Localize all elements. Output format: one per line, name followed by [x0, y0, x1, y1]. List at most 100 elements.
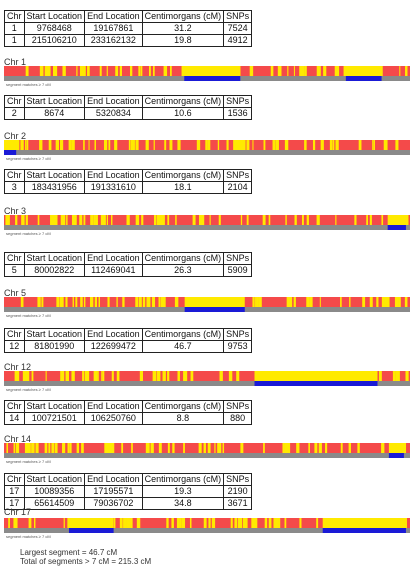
- snp-tick: [222, 443, 225, 453]
- snp-tick: [319, 443, 322, 453]
- snp-tick: [372, 140, 374, 150]
- cell-cm: 10.6: [141, 107, 225, 120]
- segment-table: Chr Start Location End Location Centimorgan…: [4, 328, 253, 353]
- column-header: Centimorgans (cM): [141, 400, 225, 413]
- snp-tick: [55, 140, 59, 150]
- snp-tick: [270, 66, 272, 76]
- snp-tick: [14, 371, 17, 381]
- snp-tick: [89, 297, 94, 307]
- snp-tick: [384, 140, 388, 150]
- cell-cm: 26.3: [141, 264, 225, 277]
- snp-tick: [244, 518, 248, 528]
- snp-tick: [111, 371, 114, 381]
- cell-chr: 1: [4, 34, 25, 47]
- snp-tick: [116, 371, 120, 381]
- snp-tick: [382, 297, 387, 307]
- snp-tick: [136, 518, 141, 528]
- snp-tick: [131, 443, 133, 453]
- cell-snps: 5909: [223, 264, 253, 277]
- snp-tick: [247, 215, 249, 225]
- snp-tick: [316, 518, 319, 528]
- snp-tick: [159, 443, 161, 453]
- snp-tick: [167, 443, 170, 453]
- snp-tick: [48, 443, 51, 453]
- snp-tick: [286, 443, 291, 453]
- snp-tick: [259, 297, 262, 307]
- snp-tick: [104, 443, 106, 453]
- column-header: SNPs: [223, 10, 253, 23]
- snp-tick: [316, 66, 320, 76]
- chromosome-bar-graphic: [4, 518, 410, 533]
- snp-tick: [237, 518, 241, 528]
- scale-caption: segment matches ≥ 7 cM: [6, 231, 51, 236]
- snp-tick: [282, 443, 285, 453]
- snp-tick: [66, 215, 68, 225]
- cell-snps: 9753: [223, 340, 253, 353]
- snp-tick: [248, 140, 250, 150]
- snp-tick: [385, 297, 390, 307]
- snp-tick: [8, 518, 10, 528]
- snp-tick: [119, 66, 122, 76]
- snp-tick: [146, 443, 150, 453]
- snp-tick: [128, 518, 131, 528]
- snp-tick: [296, 443, 299, 453]
- snp-tick: [153, 215, 157, 225]
- snp-tick: [76, 66, 78, 76]
- snp-tick: [15, 215, 18, 225]
- snp-tick: [169, 140, 173, 150]
- cell-snps: 2190: [223, 485, 253, 498]
- cell-chr: 3: [4, 181, 25, 194]
- snp-tick: [285, 215, 287, 225]
- snp-tick: [236, 371, 240, 381]
- baseline-row: [4, 150, 410, 155]
- snp-tick: [294, 215, 297, 225]
- snp-tick: [369, 215, 372, 225]
- chromosome-bar-graphic: [4, 371, 410, 386]
- snp-tick: [262, 215, 266, 225]
- snp-tick: [130, 518, 133, 528]
- snp-tick: [91, 215, 94, 225]
- cell-start: 8674: [23, 107, 86, 120]
- snp-tick: [48, 140, 52, 150]
- snp-tick: [264, 518, 268, 528]
- chromosome-base: [4, 518, 410, 528]
- snp-tick: [97, 371, 99, 381]
- snp-tick: [275, 140, 279, 150]
- snp-tick: [325, 443, 328, 453]
- snp-tick: [405, 518, 407, 528]
- chromosome-label: Chr 12: [4, 362, 32, 372]
- snp-tick: [21, 140, 24, 150]
- match-segment-blue: [68, 528, 114, 533]
- snp-tick: [111, 443, 115, 453]
- snp-tick: [273, 518, 277, 528]
- snp-tick: [65, 297, 68, 307]
- snp-tick: [168, 215, 170, 225]
- chromosome-bar-graphic: [4, 215, 410, 230]
- cell-end: 233162132: [84, 34, 143, 47]
- snp-tick: [252, 140, 254, 150]
- snp-tick: [61, 215, 66, 225]
- snp-tick: [71, 215, 76, 225]
- snp-tick: [304, 66, 307, 76]
- match-segment-blue: [4, 150, 17, 155]
- cell-start: 65614509: [23, 497, 86, 510]
- match-segment-blue: [388, 453, 404, 458]
- scale-caption: segment matches ≥ 7 cM: [6, 534, 51, 539]
- snp-tick: [25, 66, 29, 76]
- snp-tick: [145, 140, 149, 150]
- scale-caption: segment matches ≥ 7 cM: [6, 156, 51, 161]
- snp-tick: [53, 215, 57, 225]
- snp-tick: [63, 518, 65, 528]
- cell-end: 122699472: [84, 340, 143, 353]
- cell-chr: 5: [4, 264, 25, 277]
- snp-tick: [16, 140, 19, 150]
- snp-tick: [26, 443, 29, 453]
- snp-tick: [240, 215, 243, 225]
- snp-tick: [126, 215, 130, 225]
- snp-tick: [56, 297, 60, 307]
- cell-end: 17195571: [84, 485, 143, 498]
- snp-tick: [301, 215, 304, 225]
- snp-tick: [332, 140, 335, 150]
- snp-tick: [61, 215, 64, 225]
- snp-tick: [263, 140, 266, 150]
